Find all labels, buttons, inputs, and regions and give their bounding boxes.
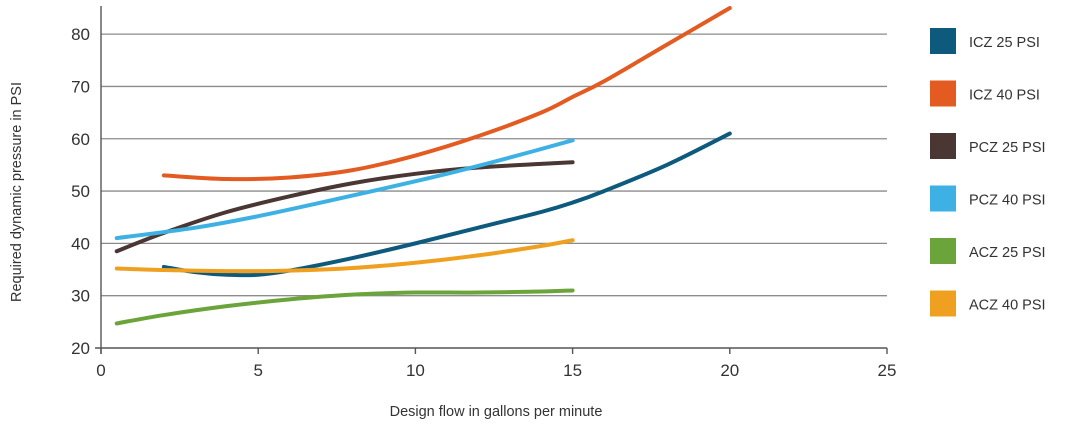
- x-tick-label: 15: [563, 361, 582, 380]
- legend-label-3: PCZ 25 PSI: [969, 140, 1046, 156]
- x-tick-label: 25: [878, 361, 897, 380]
- legend-swatch-2: [930, 80, 956, 107]
- legend-swatch-5: [930, 238, 956, 264]
- series-line-1: [161, 131, 732, 278]
- legend-swatch-1: [930, 28, 956, 54]
- series-line-2: [161, 6, 732, 182]
- legend: ICZ 25 PSI ICZ 40 PSI PCZ 25 PSI PCZ 40 PSI…: [930, 28, 1046, 317]
- y-tick-label: 50: [71, 182, 90, 201]
- grid-lines: [101, 33, 887, 297]
- y-axis-title: Required dynamic pressure in PSI: [9, 82, 25, 302]
- legend-label-6: ACZ 40 PSI: [969, 298, 1046, 314]
- y-tick-label: 80: [71, 25, 90, 44]
- x-tick-label: 0: [96, 361, 105, 380]
- y-tick-label: 40: [71, 234, 90, 253]
- series-line-3: [114, 160, 575, 254]
- series-line-5: [114, 288, 575, 326]
- legend-swatch-3: [930, 133, 956, 159]
- legend-label-5: ACZ 25 PSI: [969, 245, 1046, 261]
- series-lines: [114, 6, 732, 326]
- legend-label-1: ICZ 25 PSI: [969, 35, 1040, 51]
- x-axis-title: Design flow in gallons per minute: [390, 404, 603, 420]
- y-tick-label: 60: [71, 130, 90, 149]
- y-tick-label: 70: [71, 77, 90, 96]
- x-tick-label: 5: [253, 361, 262, 380]
- y-tick-label: 20: [71, 339, 90, 358]
- series-line-6: [114, 238, 575, 274]
- x-tick-label: 10: [406, 361, 425, 380]
- legend-swatch-6: [930, 290, 956, 317]
- legend-label-4: PCZ 40 PSI: [969, 193, 1046, 209]
- tick-labels: 20 30 40 50 60 70 80 0 5 10 15 20 25: [71, 25, 896, 380]
- axes: [95, 6, 888, 354]
- legend-label-2: ICZ 40 PSI: [969, 88, 1040, 104]
- x-tick-label: 20: [720, 361, 739, 380]
- series-line-4: [114, 138, 575, 241]
- y-tick-label: 30: [71, 287, 90, 306]
- legend-swatch-4: [930, 185, 956, 212]
